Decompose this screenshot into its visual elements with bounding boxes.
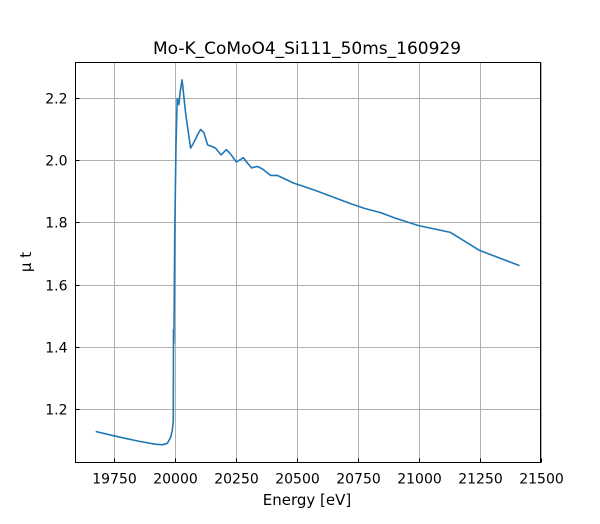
ticks: 19750 20000 20250 20500 20750 21000 21250 21500… <box>45 92 564 488</box>
x-tick-label: 21500 <box>519 472 564 488</box>
x-axis-label: Energy [eV] <box>263 491 351 509</box>
y-tick-label: 1.2 <box>45 403 67 419</box>
plot-frame <box>75 62 541 463</box>
y-tick-label: 1.6 <box>45 279 67 295</box>
chart-title: Mo-K_CoMoO4_Si111_50ms_160929 <box>153 39 461 59</box>
x-tick-label: 21000 <box>397 472 442 488</box>
y-tick-label: 1.4 <box>45 341 67 357</box>
x-tick-label: 20500 <box>275 472 320 488</box>
y-tick-label: 2.2 <box>45 92 67 108</box>
x-tick-label: 19750 <box>92 472 137 488</box>
y-tick-label: 2.0 <box>45 154 67 170</box>
y-axis-label: μ t <box>17 252 35 272</box>
x-tick-label: 20000 <box>153 472 198 488</box>
x-tick-label: 21250 <box>458 472 503 488</box>
grid <box>75 62 542 463</box>
x-tick-label: 20250 <box>214 472 259 488</box>
x-tick-label: 20750 <box>336 472 381 488</box>
series-line-mu-t <box>95 79 520 446</box>
y-tick-label: 1.8 <box>45 216 67 232</box>
